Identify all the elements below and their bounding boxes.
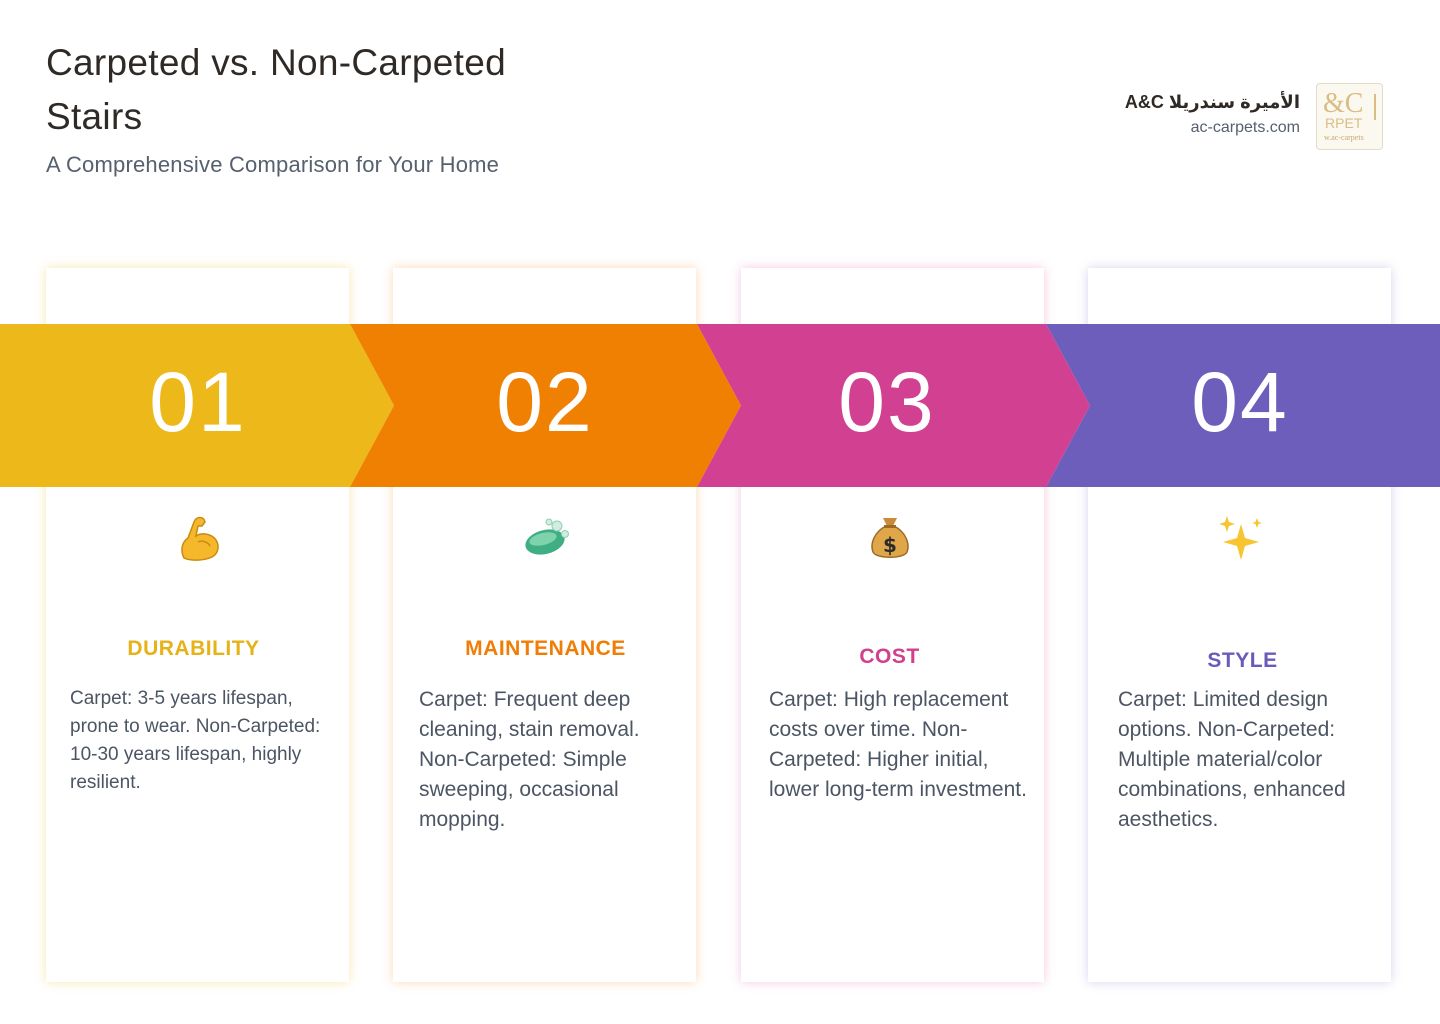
logo-word-text: RPET <box>1325 115 1363 131</box>
page-title: Carpeted vs. Non-Carpeted Stairs <box>46 42 506 137</box>
card-description: Carpet: Frequent deep cleaning, stain re… <box>419 688 640 831</box>
brand-name: الأميرة سندريلا A&C <box>1124 92 1300 112</box>
step-number: 03 <box>838 355 936 449</box>
chevron-segment-2 <box>350 324 741 487</box>
card-description: Carpet: High replacement costs over time… <box>769 688 1027 801</box>
flexed-biceps-icon <box>170 508 230 568</box>
card-heading: MAINTENANCE <box>465 637 626 660</box>
svg-text:$: $ <box>883 533 897 557</box>
card-heading: COST <box>859 645 920 668</box>
card-heading: STYLE <box>1207 649 1278 672</box>
card-description: Carpet: Limited design options. Non-Carp… <box>1118 688 1346 831</box>
chevron-segment-4 <box>1046 324 1440 487</box>
chevron-segment-1 <box>0 324 394 487</box>
step-number: 04 <box>1191 355 1289 449</box>
brand-block: الأميرة سندريلا A&C ac-carpets.com <box>1125 90 1300 142</box>
chevron-segment-3 <box>697 324 1090 487</box>
icon-bubble <box>140 472 258 590</box>
card-description: Carpet: 3-5 years lifespan, prone to wea… <box>70 688 321 793</box>
step-chevron-band <box>0 324 1440 487</box>
logo-mark-text: &C <box>1323 88 1363 119</box>
money-bag-icon: $ <box>860 508 920 568</box>
card-heading: DURABILITY <box>127 637 260 660</box>
brand-logo: &C RPET w.ac-carpets <box>1316 83 1383 150</box>
step-number: 01 <box>149 355 247 449</box>
page-subtitle: A Comprehensive Comparison for Your Home <box>46 152 500 177</box>
brand-url: ac-carpets.com <box>1190 119 1300 136</box>
logo-url-text: w.ac-carpets <box>1324 133 1364 142</box>
step-number: 02 <box>496 355 594 449</box>
sparkles-icon <box>1211 508 1271 568</box>
soap-icon <box>517 508 577 568</box>
